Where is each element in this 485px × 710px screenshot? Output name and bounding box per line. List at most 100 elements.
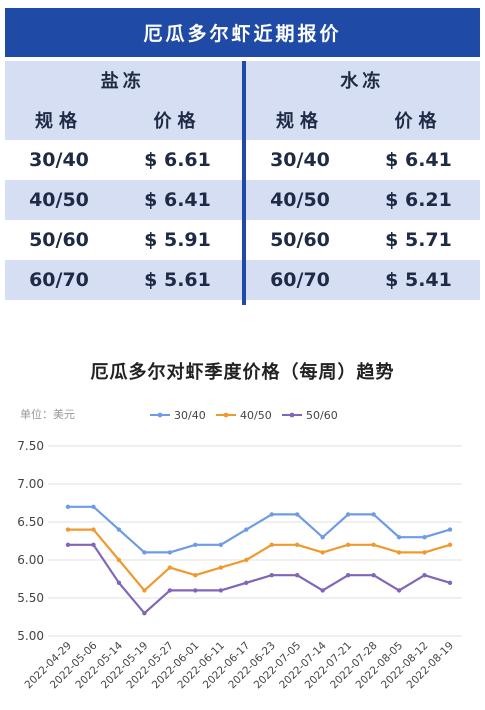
salt-price-cell: $ 5.91 xyxy=(144,229,211,251)
data-point xyxy=(295,573,300,578)
group-water: 水冻 xyxy=(340,71,385,92)
data-point xyxy=(269,512,274,517)
data-point xyxy=(295,512,300,517)
table-divider xyxy=(242,61,246,305)
unit-label: 单位：美元 xyxy=(20,408,75,421)
y-tick-label: 6.00 xyxy=(17,553,44,567)
data-point xyxy=(269,542,274,547)
price-table: 盐冻 水冻 规格 价格 规格 价格 30/40 $ 6.61 30/40 $ 6… xyxy=(5,61,480,305)
x-tick-label: 2022-05-19 xyxy=(99,640,151,692)
data-point xyxy=(320,550,325,555)
spec-cell: 40/50 xyxy=(270,189,330,211)
x-tick-label: 2022-06-17 xyxy=(201,640,253,692)
data-point xyxy=(269,573,274,578)
series-line-30-40 xyxy=(68,505,451,554)
x-tick-label: 2022-05-27 xyxy=(124,640,176,692)
spec-cell: 50/60 xyxy=(29,229,89,251)
data-point xyxy=(244,580,249,585)
data-point xyxy=(167,588,173,593)
water-price-cell: $ 5.71 xyxy=(385,229,452,251)
spec-cell: 60/70 xyxy=(270,269,330,291)
x-tick-label: 2022-08-19 xyxy=(404,640,456,692)
x-tick-label: 2022-06-11 xyxy=(175,640,227,692)
salt-price-cell: $ 5.61 xyxy=(144,269,211,291)
data-point xyxy=(142,588,147,593)
data-point xyxy=(447,580,453,585)
x-tick-label: 2022-08-12 xyxy=(379,640,431,692)
data-point xyxy=(345,573,351,578)
table-row: 50/60 $ 5.91 50/60 $ 5.71 xyxy=(5,220,480,260)
legend-label: 30/40 xyxy=(174,409,206,422)
data-point xyxy=(193,542,198,547)
table-row: 30/40 $ 6.61 30/40 $ 6.41 xyxy=(5,140,480,180)
col-price-salt: 价格 xyxy=(153,110,202,132)
data-point xyxy=(371,512,376,517)
y-tick-label: 7.00 xyxy=(17,477,44,491)
water-price-cell: $ 6.41 xyxy=(385,149,452,171)
data-point xyxy=(422,550,427,555)
col-price-water: 价格 xyxy=(394,110,443,132)
data-point xyxy=(295,542,300,547)
data-point xyxy=(91,542,96,547)
series-line-40-50 xyxy=(68,528,451,592)
data-point xyxy=(193,573,198,578)
y-tick-label: 7.50 xyxy=(17,439,44,453)
data-point xyxy=(142,550,147,555)
water-price-cell: $ 6.21 xyxy=(385,189,452,211)
data-point xyxy=(218,565,223,570)
data-point xyxy=(116,580,122,585)
x-tick-label: 2022-06-23 xyxy=(226,640,278,692)
x-tick-label: 2022-07-21 xyxy=(303,640,355,692)
legend-label: 50/60 xyxy=(306,409,338,422)
data-point xyxy=(116,527,122,532)
data-point xyxy=(193,588,198,593)
data-point xyxy=(371,573,376,578)
spec-cell: 40/50 xyxy=(29,189,89,211)
data-point xyxy=(447,527,453,532)
y-tick-label: 5.00 xyxy=(17,629,44,643)
water-price-cell: $ 5.41 xyxy=(385,269,452,291)
data-point xyxy=(167,565,173,570)
data-point xyxy=(116,557,122,563)
spec-cell: 30/40 xyxy=(29,149,89,171)
data-point xyxy=(244,527,249,532)
data-point xyxy=(320,535,325,540)
spec-cell: 30/40 xyxy=(270,149,330,171)
column-header-row: 规格 价格 规格 价格 xyxy=(5,99,480,140)
data-point xyxy=(396,588,402,593)
data-point xyxy=(91,527,96,532)
data-point xyxy=(396,550,402,555)
data-point xyxy=(167,550,173,555)
x-tick-label: 2022-07-14 xyxy=(277,639,329,691)
y-tick-label: 6.50 xyxy=(17,515,44,529)
x-tick-label: 2022-05-14 xyxy=(73,639,125,691)
x-tick-label: 2022-06-01 xyxy=(150,640,202,692)
data-point xyxy=(345,542,351,547)
spec-cell: 60/70 xyxy=(29,269,89,291)
y-tick-label: 5.50 xyxy=(17,591,44,605)
x-tick-label: 2022-07-05 xyxy=(252,640,304,692)
col-spec-water: 规格 xyxy=(276,110,324,132)
header-title: 厄瓜多尔虾近期报价 xyxy=(143,23,342,45)
x-tick-label: 2022-05-06 xyxy=(48,639,100,691)
data-point xyxy=(371,542,376,547)
data-point xyxy=(218,588,223,593)
legend-marker xyxy=(157,412,163,418)
data-point xyxy=(447,542,453,547)
salt-price-cell: $ 6.61 xyxy=(144,149,211,171)
data-point xyxy=(244,557,249,563)
data-point xyxy=(396,535,402,540)
x-tick-label: 2022-04-29 xyxy=(22,640,74,692)
group-salt: 盐冻 xyxy=(100,71,145,92)
col-spec-salt: 规格 xyxy=(35,110,83,132)
data-point xyxy=(422,573,427,578)
spec-cell: 50/60 xyxy=(270,229,330,251)
page-header: 厄瓜多尔虾近期报价 xyxy=(5,8,480,57)
series-line-50-60 xyxy=(68,543,451,615)
x-tick-label: 2022-08-05 xyxy=(354,640,406,692)
data-point xyxy=(65,527,71,532)
x-tick-label: 2022-07-28 xyxy=(328,640,380,692)
data-point xyxy=(422,535,427,540)
data-point xyxy=(65,504,71,509)
data-point xyxy=(345,512,351,517)
